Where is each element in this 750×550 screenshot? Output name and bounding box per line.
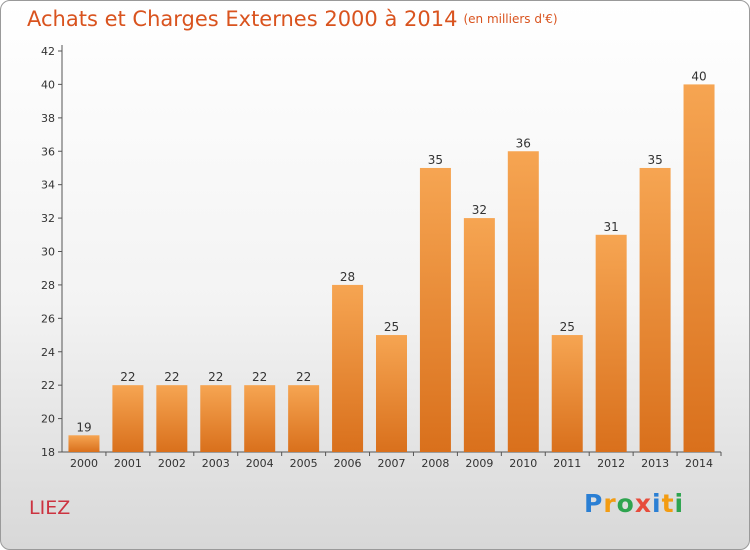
x-tick-label: 2003 [202, 457, 230, 470]
y-tick-label: 34 [41, 179, 55, 192]
data-label: 31 [604, 220, 619, 234]
y-tick-label: 28 [41, 279, 55, 292]
x-tick-label: 2005 [290, 457, 318, 470]
logo-letter: x [634, 489, 652, 518]
data-label: 40 [691, 69, 706, 83]
data-label: 36 [516, 136, 531, 150]
bar [156, 385, 188, 452]
data-label: 22 [208, 370, 223, 384]
logo-letter: t [661, 489, 675, 518]
y-tick-label: 20 [41, 413, 55, 426]
data-label: 22 [164, 370, 179, 384]
y-tick-label: 38 [41, 112, 55, 125]
proxiti-logo: Proxiti [584, 489, 684, 518]
x-tick-label: 2013 [641, 457, 669, 470]
x-tick-label: 2014 [685, 457, 713, 470]
y-tick-label: 18 [41, 446, 55, 459]
bar [112, 385, 144, 452]
bar [683, 84, 715, 453]
location-label: LIEZ [29, 497, 71, 519]
x-tick-label: 2009 [465, 457, 493, 470]
bar [507, 151, 539, 452]
x-tick-label: 2000 [70, 457, 98, 470]
y-tick-label: 32 [41, 212, 55, 225]
y-tick-label: 30 [41, 246, 55, 259]
bar [639, 167, 671, 453]
bar [419, 167, 451, 453]
y-tick-label: 36 [41, 145, 55, 158]
x-tick-label: 2002 [158, 457, 186, 470]
y-tick-label: 24 [41, 346, 55, 359]
x-tick-label: 2004 [246, 457, 274, 470]
bar [551, 335, 583, 452]
data-label: 22 [120, 370, 135, 384]
data-label: 22 [252, 370, 267, 384]
data-label: 25 [560, 320, 575, 334]
title-text: Achats et Charges Externes 2000 à 2014 [27, 7, 458, 31]
data-label: 28 [340, 270, 355, 284]
data-label: 35 [647, 153, 662, 167]
x-tick-label: 2006 [334, 457, 362, 470]
bar [376, 335, 407, 452]
bar [68, 435, 100, 452]
bar [288, 385, 320, 452]
x-tick-label: 2012 [597, 457, 625, 470]
data-label: 32 [472, 203, 487, 217]
y-tick-label: 40 [41, 78, 55, 91]
logo-letter: o [616, 489, 635, 518]
y-tick-label: 26 [41, 312, 55, 325]
logo-letter: P [584, 489, 604, 518]
x-tick-label: 2001 [114, 457, 142, 470]
data-label: 25 [384, 320, 399, 334]
data-label: 22 [296, 370, 311, 384]
logo-letter: r [603, 489, 617, 518]
x-tick-label: 2008 [421, 457, 449, 470]
chart-title: Achats et Charges Externes 2000 à 2014 (e… [27, 7, 558, 31]
logo-letter: i [652, 489, 662, 518]
data-label: 35 [428, 153, 443, 167]
unit-note: (en milliers d'€) [463, 12, 558, 26]
x-tick-label: 2007 [378, 457, 406, 470]
bar [200, 385, 232, 452]
y-tick-label: 22 [41, 379, 55, 392]
y-tick-label: 42 [41, 45, 55, 58]
data-label: 19 [76, 420, 91, 434]
bar [463, 218, 495, 452]
logo-letter: i [674, 489, 685, 518]
x-tick-label: 2011 [553, 457, 581, 470]
bar [244, 385, 276, 452]
bar [595, 234, 627, 452]
x-tick-label: 2010 [509, 457, 537, 470]
bar [332, 284, 364, 452]
